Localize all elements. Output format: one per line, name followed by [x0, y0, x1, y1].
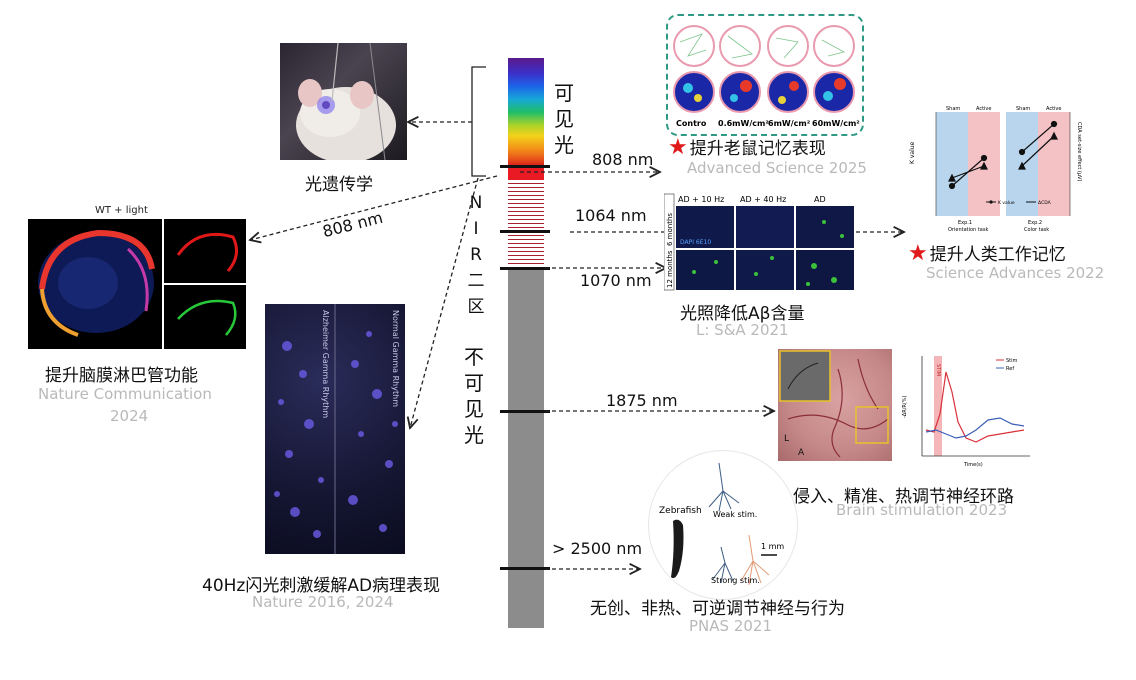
gamma-figure: Alzheimer Gamma Rhythm Normal Gamma Rhyt… [265, 304, 405, 554]
legend-ref: Ref [1006, 366, 1014, 372]
wavelength-808: 808 nm [592, 150, 654, 169]
visible-light-label: 可见光 [554, 81, 574, 157]
label-weak: Weak stim. [713, 510, 757, 519]
human-memory-source: Science Advances 2022 [926, 264, 1105, 282]
gamma-source: Nature 2016, 2024 [252, 593, 394, 611]
label-zebrafish: Zebrafish [659, 506, 702, 516]
heatmap-label-1: 0.6mW/cm² [718, 119, 769, 128]
optogenetics-caption: 光遗传学 [305, 175, 373, 195]
tick-2500 [500, 567, 550, 570]
zebrafish-caption: 无创、非热、可逆调节神经与行为 [590, 599, 845, 619]
tick-1875 [500, 410, 550, 413]
heatmap-label-2: 6mW/cm² [768, 119, 811, 128]
abeta-col-0: AD + 10 Hz [678, 195, 724, 204]
legend-cda: ΔCDA [1038, 200, 1052, 206]
band-label-3: Active [1046, 106, 1061, 112]
band-label-1: Active [976, 106, 991, 112]
svg-text:L: L [784, 434, 789, 444]
tick-1070 [500, 267, 550, 270]
tick-808 [500, 165, 550, 168]
zebrafish-source: PNAS 2021 [689, 617, 772, 635]
abeta-col-2: AD [814, 195, 826, 204]
red-band [508, 166, 544, 180]
abeta-caption: 光照降低Aβ含量 [680, 304, 805, 324]
label-strong: Strong stim. [711, 576, 760, 585]
neural-circuit-photo: L A [778, 349, 892, 461]
legend-stim: Stim [1006, 358, 1018, 364]
invisible-light-label: 不可见光 [464, 345, 484, 447]
zebrafish-figure: Zebrafish Weak stim. 1 mm Strong stim. [648, 450, 798, 600]
gamma-label-left: Alzheimer Gamma Rhythm [321, 310, 330, 418]
visible-band [508, 58, 544, 166]
human-ylabel-left: K value [909, 141, 916, 164]
neural-circuit-chart: STIM -ΔR/R(%) Time(s) Stim Ref [896, 348, 1034, 468]
task-label-0: Exp.1 [958, 220, 972, 226]
human-memory-figure: Sham Active Sham Active K value CDA set-… [906, 102, 1084, 238]
band-label-0: Sham [946, 106, 960, 112]
human-memory-caption: ★ 提升人类工作记忆 [908, 241, 1066, 266]
gamma-label-right: Normal Gamma Rhythm [391, 310, 400, 407]
task-label-3: Color task [1024, 227, 1049, 233]
star-icon: ★ [668, 135, 688, 160]
abeta-row-0: 6 months [666, 213, 674, 246]
mouse-memory-source: Advanced Science 2025 [687, 159, 867, 177]
wavelength-2500: > 2500 nm [552, 539, 643, 558]
gamma-caption: 40Hz闪光刺激缓解AD病理表现 [202, 576, 441, 596]
neural-circuit-source: Brain stimulation 2023 [836, 501, 1008, 519]
lymph-figure [28, 219, 246, 349]
abeta-row-1: 12 months [666, 250, 674, 288]
lymph-source: Nature Communication [38, 385, 212, 403]
task-label-1: Orientation task [948, 227, 988, 233]
neural-circuit-caption: 侵入、精准、热调节神经环路 [793, 487, 1014, 507]
star-icon: ★ [908, 241, 928, 266]
legend-k: K value [998, 200, 1015, 206]
heatmap-label-0: Contro [676, 119, 707, 128]
optogenetics-photo [280, 43, 407, 160]
arrow-808-to-gamma [410, 177, 479, 428]
nir2-band [508, 180, 544, 270]
wavelength-1064: 1064 nm [575, 206, 647, 225]
visible-bracket [471, 66, 486, 177]
abeta-figure: AD + 10 Hz AD + 40 Hz AD 6 months 12 mon… [664, 192, 856, 292]
lymph-panel-title: WT + light [95, 205, 148, 216]
mouse-memory-figure: Contro 0.6mW/cm² 6mW/cm² 60mW/cm² [666, 14, 864, 136]
stim-tag: STIM [935, 364, 941, 376]
band-label-2: Sham [1016, 106, 1030, 112]
circuit-xlabel: Time(s) [963, 462, 983, 468]
tick-1064 [500, 230, 550, 233]
abeta-col-1: AD + 40 Hz [740, 195, 786, 204]
wavelength-1875: 1875 nm [606, 391, 678, 410]
wavelength-1070: 1070 nm [580, 271, 652, 290]
task-label-2: Exp.2 [1028, 220, 1042, 226]
abeta-stain: DAPI 6E10 [680, 239, 711, 246]
human-ylabel-right: CDA set-size effect (μV) [1076, 122, 1082, 181]
lymph-caption: 提升脑膜淋巴管功能 [45, 366, 198, 386]
lymph-year: 2024 [110, 407, 149, 425]
svg-text:A: A [798, 448, 805, 458]
mouse-memory-caption: ★ 提升老鼠记忆表现 [668, 135, 826, 160]
arrow-808-to-lymph [250, 175, 498, 240]
circuit-ylabel: -ΔR/R(%) [902, 395, 908, 418]
label-scale: 1 mm [761, 542, 784, 551]
abeta-source: L: S&A 2021 [696, 321, 789, 339]
heatmap-label-3: 60mW/cm² [812, 119, 860, 128]
